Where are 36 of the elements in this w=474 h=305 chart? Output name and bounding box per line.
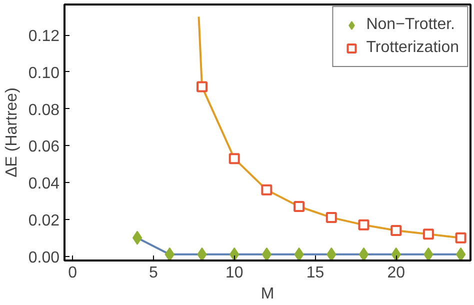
x-tick-label: 5: [149, 264, 158, 282]
y-tick-label: 0.04: [28, 176, 60, 193]
point: [196, 81, 208, 92]
point: [456, 247, 466, 260]
point: [132, 230, 142, 245]
point: [455, 232, 466, 244]
point: [262, 247, 272, 260]
point: [228, 153, 240, 164]
x-axis-title: M: [260, 286, 274, 302]
legend-label: Non−Trotter.: [366, 16, 455, 34]
y-tick-label: 0.02: [28, 212, 60, 230]
x-tick-label: 20: [387, 264, 406, 282]
y-tick-label: 0.06: [28, 138, 60, 156]
x-tick-label: 15: [306, 264, 324, 282]
x-tick-label: 0: [68, 264, 78, 282]
y-tick-label: 0.08: [28, 102, 60, 119]
point: [164, 247, 174, 260]
point: [294, 201, 305, 212]
y-tick-label: 0.10: [28, 64, 60, 82]
y-axis-title: ΔE (Hartree): [3, 88, 20, 178]
point: [326, 247, 336, 260]
point: [358, 247, 369, 260]
legend-label: Trotterization: [366, 39, 459, 57]
point: [230, 247, 240, 260]
point: [390, 224, 402, 236]
point: [422, 228, 434, 240]
point: [326, 212, 337, 224]
point: [197, 247, 207, 260]
point: [391, 247, 401, 260]
y-tick-label: 0.12: [28, 28, 60, 46]
point: [261, 184, 272, 196]
point: [424, 247, 434, 260]
y-tick-label: 0.00: [28, 249, 60, 266]
x-tick-label: 10: [225, 264, 244, 282]
point: [358, 219, 370, 230]
point: [294, 247, 304, 260]
